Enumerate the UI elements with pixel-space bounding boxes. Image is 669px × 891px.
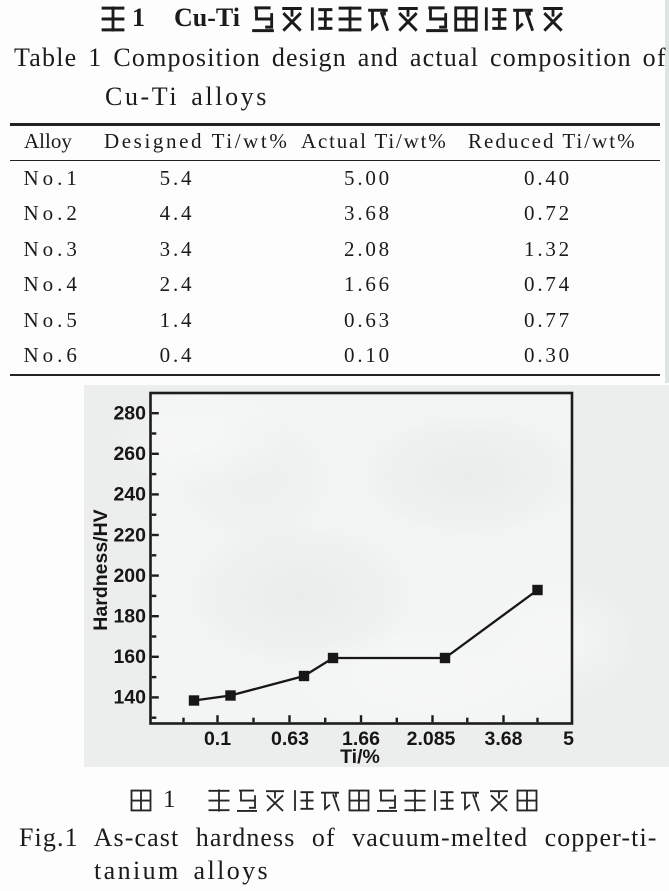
svg-text:2.085: 2.085 [407, 728, 456, 750]
svg-text:200: 200 [113, 565, 146, 587]
svg-text:280: 280 [113, 403, 146, 425]
svg-text:220: 220 [113, 524, 146, 546]
svg-text:0.63: 0.63 [271, 728, 309, 750]
svg-text:180: 180 [113, 606, 146, 628]
svg-text:160: 160 [113, 646, 146, 668]
svg-text:Ti/%: Ti/% [340, 746, 380, 768]
svg-text:3.68: 3.68 [485, 728, 523, 750]
svg-text:140: 140 [113, 687, 146, 709]
svg-text:240: 240 [113, 484, 146, 506]
svg-text:Hardness/HV: Hardness/HV [90, 509, 112, 630]
svg-text:1.66: 1.66 [342, 728, 380, 750]
svg-text:0.1: 0.1 [204, 728, 231, 750]
svg-text:260: 260 [113, 443, 146, 465]
svg-text:5: 5 [563, 728, 574, 750]
